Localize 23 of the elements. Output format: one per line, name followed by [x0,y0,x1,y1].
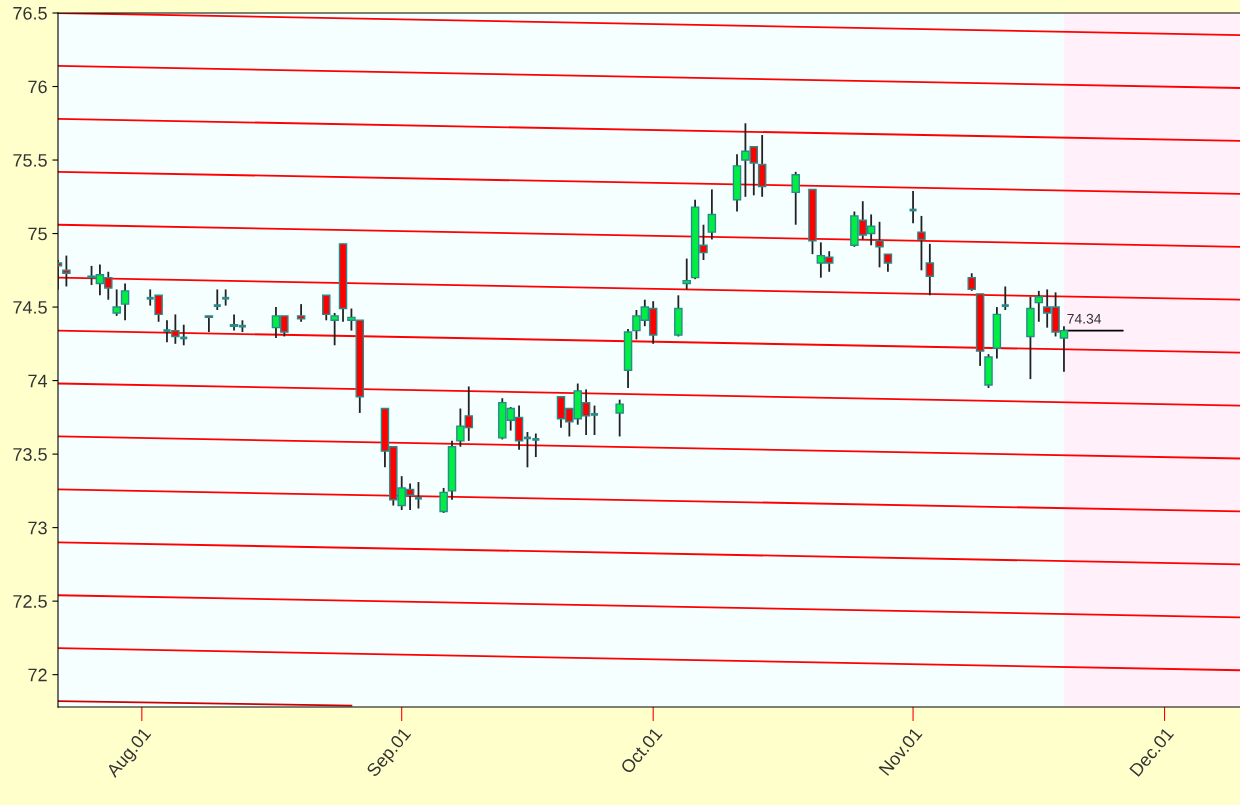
candlestick [220,288,231,307]
y-tick-label: 73.5 [13,448,47,461]
y-tick-label: 76.5 [13,6,47,20]
y-tick-label: 73 [28,521,47,535]
candlestick [1034,289,1044,323]
y-tick-label: 74 [28,374,48,388]
candlestick [120,282,130,322]
candlestick [707,188,717,241]
annotation: 74.34 [1067,313,1102,324]
candlestick [682,257,691,291]
candlestick [413,481,424,510]
y-tick-label: 72 [28,668,47,682]
candlestick [212,288,223,311]
y-tick-label: 74.5 [13,301,47,314]
y-tick-label: 75.5 [13,154,47,167]
y-tick-label: 76 [28,80,47,94]
candlestick [112,288,121,317]
candlestick [615,398,624,438]
candlestick [791,170,800,226]
y-tick-label: 72.5 [13,595,47,608]
y-tick-label: 75 [28,227,47,241]
candlestick [1000,285,1011,311]
candlestick [439,487,448,514]
